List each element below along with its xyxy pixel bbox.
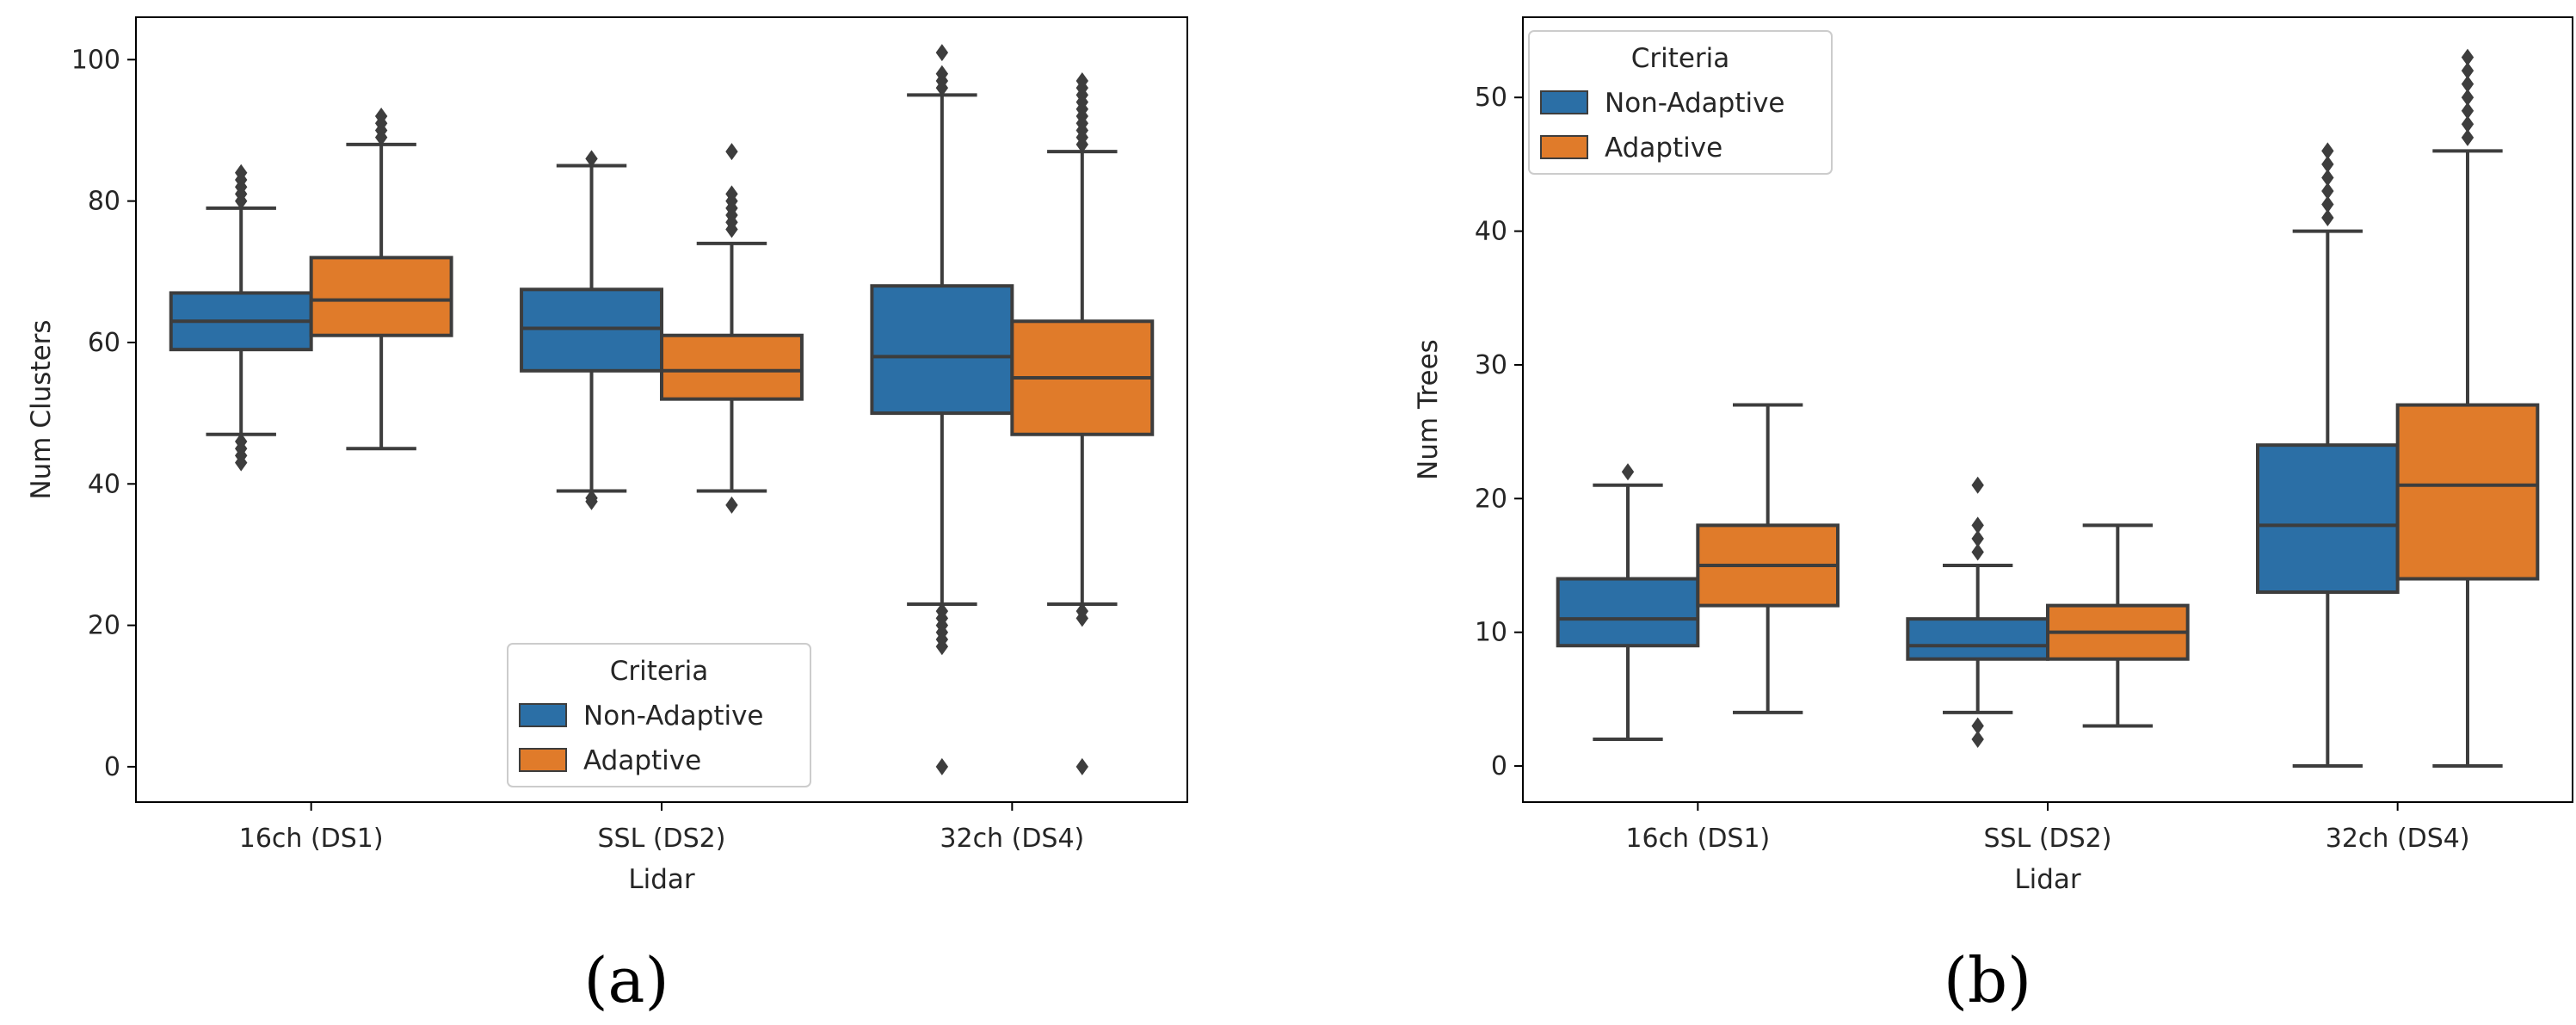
outlier-point: [2461, 75, 2474, 93]
outlier-point: [1075, 757, 1088, 775]
legend: Criteria Non-Adaptive Adaptive: [1528, 30, 1833, 175]
box-body: [1556, 577, 1700, 648]
outlier-point: [935, 757, 949, 775]
y-tick-label: 0: [1491, 751, 1507, 781]
y-axis-title: Num Trees: [1413, 339, 1444, 480]
box-body: [520, 287, 663, 373]
legend-box: [507, 643, 811, 787]
x-tick-label: 32ch (DS4): [940, 824, 1084, 854]
box-non-adaptive-1: [1906, 476, 2049, 748]
outlier-point: [585, 150, 598, 168]
panel-label-a: (a): [583, 944, 669, 1016]
legend-swatch-adaptive: [1540, 135, 1588, 159]
legend-title: Criteria: [1631, 43, 1730, 74]
box-adaptive-2: [2395, 48, 2540, 769]
outlier-point: [1971, 476, 1984, 494]
legend-label-adaptive: Adaptive: [1605, 133, 1722, 164]
outlier-point: [725, 185, 738, 203]
box-body: [2256, 443, 2400, 595]
box-adaptive-0: [309, 108, 453, 451]
box-non-adaptive-1: [520, 150, 663, 510]
box-non-adaptive-0: [1556, 463, 1700, 741]
legend-box: [1528, 30, 1833, 175]
box-adaptive-1: [660, 143, 804, 514]
y-tick-label: 50: [1475, 83, 1507, 113]
box-adaptive-0: [1696, 403, 1840, 714]
outlier-point: [2461, 115, 2474, 133]
box-body: [660, 333, 804, 401]
box-non-adaptive-0: [169, 164, 313, 472]
outlier-point: [1075, 71, 1088, 90]
outlier-point: [585, 489, 598, 507]
legend-title: Criteria: [610, 656, 709, 687]
outlier-point: [235, 432, 248, 450]
box-body: [309, 256, 453, 337]
outlier-point: [725, 496, 738, 514]
box-body: [2395, 403, 2540, 581]
legend-swatch-adaptive: [519, 748, 567, 772]
outlier-point: [935, 602, 949, 621]
legend-swatch-non-adaptive: [1540, 90, 1588, 114]
box-body: [1906, 617, 2049, 661]
legend-swatch-non-adaptive: [519, 703, 567, 727]
y-tick-label: 20: [1475, 484, 1507, 514]
outlier-point: [935, 44, 949, 62]
outlier-point: [725, 143, 738, 161]
box-non-adaptive-2: [870, 44, 1014, 775]
box-non-adaptive-2: [2256, 142, 2400, 769]
x-tick-label: SSL (DS2): [1984, 824, 2112, 854]
x-axis-title: Lidar: [2014, 864, 2081, 895]
outlier-point: [2461, 128, 2474, 146]
outlier-point: [1971, 717, 1984, 735]
y-tick-label: 10: [1475, 618, 1507, 648]
box-adaptive-1: [2046, 523, 2190, 728]
outlier-point: [374, 108, 388, 126]
legend-label-non-adaptive: Non-Adaptive: [1605, 88, 1785, 119]
y-axis-title: Num Clusters: [26, 319, 57, 499]
outlier-point: [1075, 602, 1088, 621]
chart-num-trees: 0 10 20 30 40 50 16ch (DS1) SSL (DS2) 32ch (DS4)…: [1413, 16, 2573, 895]
panel-label-b: (b): [1944, 944, 2031, 1016]
y-tick-label: 40: [1475, 217, 1507, 247]
outlier-point: [2321, 142, 2334, 160]
outlier-point: [2461, 89, 2474, 107]
x-tick-label: SSL (DS2): [598, 824, 726, 854]
outlier-point: [2321, 182, 2334, 200]
y-tick-label: 20: [88, 611, 120, 641]
outlier-point: [2461, 62, 2474, 80]
x-tick-label: 16ch (DS1): [1625, 824, 1770, 854]
outlier-point: [2321, 169, 2334, 187]
x-tick-label: 16ch (DS1): [239, 824, 384, 854]
outlier-point: [2321, 195, 2334, 213]
y-tick-label: 100: [71, 45, 120, 75]
outlier-point: [2321, 209, 2334, 227]
y-tick-label: 40: [88, 469, 120, 499]
box-body: [870, 284, 1014, 416]
legend-label-adaptive: Adaptive: [583, 745, 701, 776]
chart-num-clusters: 0 20 40 60 80 100 16ch (DS1) SSL (DS2) 32ch (DS4…: [26, 16, 1188, 895]
outlier-point: [1621, 463, 1635, 481]
outlier-point: [2461, 102, 2474, 120]
outlier-point: [1971, 730, 1984, 748]
y-tick-label: 60: [88, 328, 120, 358]
outlier-point: [235, 164, 248, 182]
box-adaptive-2: [1010, 71, 1155, 775]
outlier-point: [2321, 155, 2334, 173]
outlier-point: [1971, 529, 1984, 547]
y-tick-label: 80: [88, 187, 120, 217]
x-axis-title: Lidar: [628, 864, 695, 895]
x-tick-label: 32ch (DS4): [2326, 824, 2470, 854]
outlier-point: [1971, 543, 1984, 561]
outlier-point: [1971, 516, 1984, 534]
outlier-point: [2461, 48, 2474, 66]
y-tick-label: 30: [1475, 350, 1507, 380]
outlier-point: [935, 65, 949, 83]
y-tick-label: 0: [104, 752, 120, 782]
legend: Criteria Non-Adaptive Adaptive: [507, 643, 811, 787]
legend-label-non-adaptive: Non-Adaptive: [583, 701, 764, 732]
